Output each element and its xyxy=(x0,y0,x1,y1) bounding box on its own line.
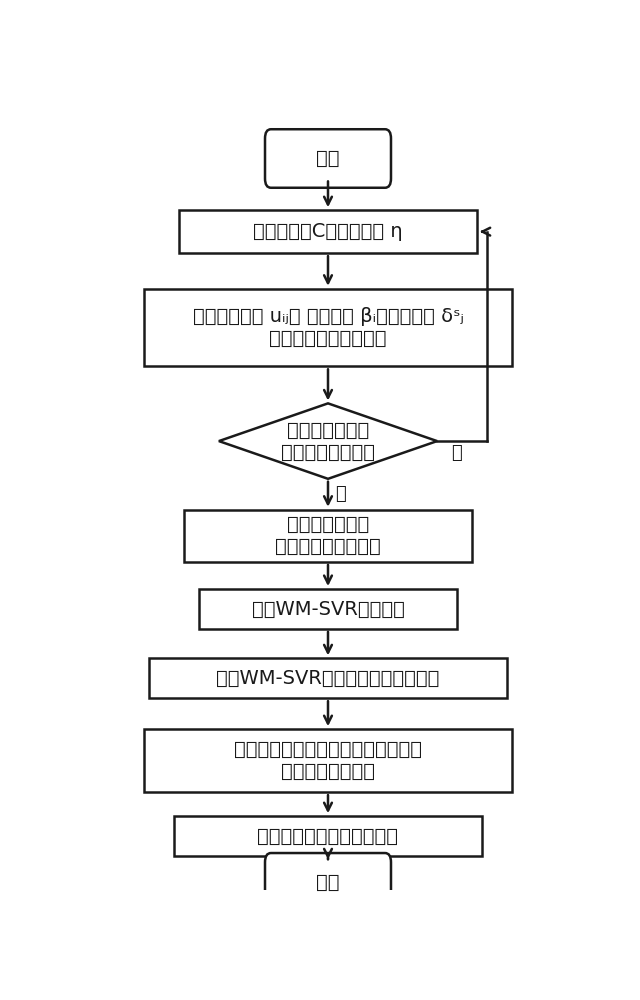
Bar xyxy=(199,589,457,629)
FancyBboxPatch shape xyxy=(265,853,391,912)
FancyBboxPatch shape xyxy=(265,129,391,188)
Text: 否: 否 xyxy=(452,444,462,462)
Text: 开始: 开始 xyxy=(316,149,340,168)
Bar xyxy=(184,510,472,562)
Bar xyxy=(145,289,511,366)
Text: 回归模型集成建立全局模型: 回归模型集成建立全局模型 xyxy=(257,827,399,846)
Text: 过程收敛，找到
目标函数的最小値: 过程收敛，找到 目标函数的最小値 xyxy=(281,421,375,462)
Bar xyxy=(174,816,482,856)
Text: 采用遍历搜索和最小二乘支持向量回
归方法确定权函数: 采用遍历搜索和最小二乘支持向量回 归方法确定权函数 xyxy=(234,740,422,781)
Bar xyxy=(145,729,511,792)
Text: 通过WM-SVR求解每个局域回归模型: 通过WM-SVR求解每个局域回归模型 xyxy=(216,669,440,688)
Bar xyxy=(179,210,477,253)
Text: 结束: 结束 xyxy=(316,873,340,892)
Text: 设置聚类数C和重叠参数 η: 设置聚类数C和重叠参数 η xyxy=(253,222,403,241)
Text: 设置WM-SVR中各参数: 设置WM-SVR中各参数 xyxy=(252,599,404,618)
Text: 确定中心时刻及
训练子集和测试子集: 确定中心时刻及 训练子集和测试子集 xyxy=(275,515,381,556)
Text: 计算隶属函数 uᵢⱼ、 聚类中心 βᵢ和扩展宽度 δˢⱼ
（采用模糊聚类方法）: 计算隶属函数 uᵢⱼ、 聚类中心 βᵢ和扩展宽度 δˢⱼ （采用模糊聚类方法） xyxy=(193,307,463,348)
Polygon shape xyxy=(219,403,437,479)
Text: 是: 是 xyxy=(335,485,346,503)
Bar xyxy=(150,658,507,698)
